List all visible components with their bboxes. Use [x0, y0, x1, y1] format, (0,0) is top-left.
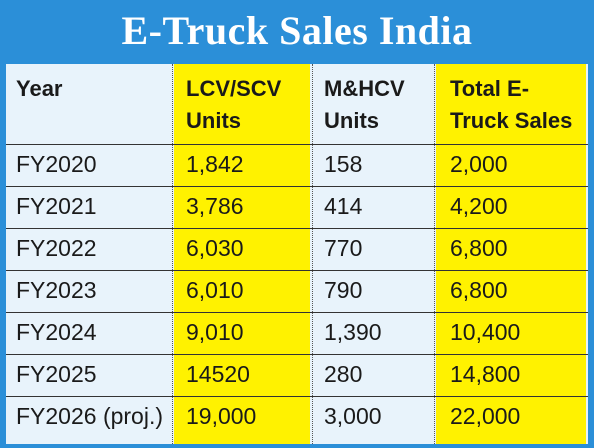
row-divider [6, 396, 588, 397]
table-cell-mhcv: 3,000 [324, 403, 382, 429]
table-cell-lcv-scv: 6,030 [186, 235, 244, 261]
table-cell-total: 10,400 [450, 319, 521, 345]
table-cell-total: 22,000 [450, 403, 521, 429]
table-cell-lcv-scv: 3,786 [186, 193, 244, 219]
table-cell-lcv-scv: 9,010 [186, 319, 244, 345]
highlight-band-lcv-scv [174, 64, 310, 444]
table-cell-mhcv: 1,390 [324, 319, 382, 345]
table-cell-mhcv: 280 [324, 361, 363, 387]
table-cell-lcv-scv: 6,010 [186, 277, 244, 303]
column-header-lcv-scv: LCV/SCV [186, 76, 282, 101]
row-divider [6, 312, 588, 313]
table-cell-year: FY2021 [16, 193, 97, 219]
table-cell-year: FY2024 [16, 319, 97, 345]
sales-table: Year LCV/SCV Units M&HCV Units Total E- Truck … [6, 64, 588, 444]
table-cell-lcv-scv: 1,842 [186, 151, 244, 177]
table-cell-year: FY2022 [16, 235, 97, 261]
column-header-mhcv: M&HCV [324, 76, 405, 101]
table-cell-lcv-scv: 19,000 [186, 403, 257, 429]
table-cell-total: 2,000 [450, 151, 508, 177]
table-cell-year: FY2023 [16, 277, 97, 303]
table-cell-year: FY2025 [16, 361, 97, 387]
column-header-total-line2: Truck Sales [450, 108, 573, 133]
highlight-band-total [436, 64, 586, 444]
table-cell-total: 4,200 [450, 193, 508, 219]
column-separator [312, 64, 313, 444]
chart-title: E-Truck Sales India [121, 8, 473, 53]
header-divider [6, 144, 588, 145]
column-header-total: Total E- [450, 76, 530, 101]
row-divider [6, 228, 588, 229]
column-separator [172, 64, 173, 444]
table-cell-mhcv: 414 [324, 193, 363, 219]
table-cell-total: 6,800 [450, 235, 508, 261]
table-cell-year: FY2020 [16, 151, 97, 177]
table-cell-mhcv: 790 [324, 277, 363, 303]
table-cell-lcv-scv: 14520 [186, 361, 250, 387]
row-divider [6, 270, 588, 271]
column-header-mhcv-line2: Units [324, 108, 379, 133]
column-header-lcv-scv-line2: Units [186, 108, 241, 133]
row-divider [6, 186, 588, 187]
table-cell-year: FY2026 (proj.) [16, 403, 164, 429]
table-cell-total: 6,800 [450, 277, 508, 303]
table-cell-mhcv: 770 [324, 235, 363, 261]
table-cell-total: 14,800 [450, 361, 521, 387]
table-cell-mhcv: 158 [324, 151, 363, 177]
title-bar: E-Truck Sales India [2, 2, 592, 60]
row-divider [6, 354, 588, 355]
column-header-year: Year [16, 76, 63, 101]
column-separator [434, 64, 435, 444]
